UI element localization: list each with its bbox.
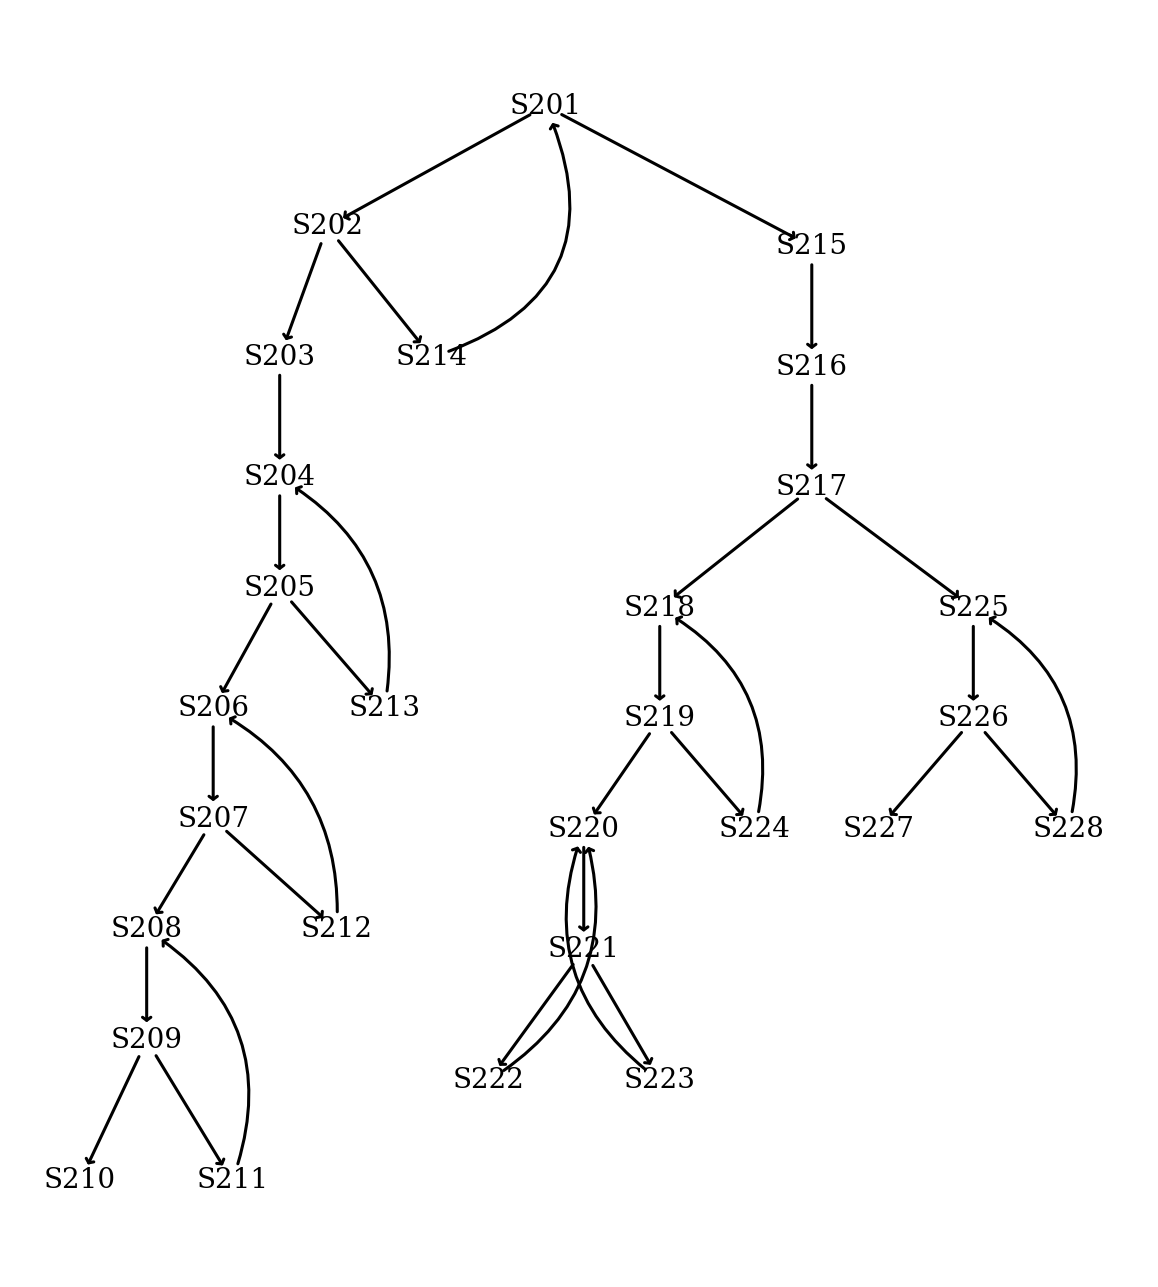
Text: S205: S205 [243,575,316,602]
Text: S214: S214 [396,344,468,371]
Text: S213: S213 [349,695,420,722]
Text: S221: S221 [548,937,620,964]
Text: S210: S210 [44,1167,116,1194]
Text: S226: S226 [937,705,1010,732]
Text: S216: S216 [776,354,848,381]
Text: S217: S217 [776,475,848,502]
Text: S209: S209 [111,1027,183,1054]
Text: S207: S207 [177,806,249,833]
Text: S203: S203 [243,344,316,371]
Text: S215: S215 [776,233,848,260]
Text: S208: S208 [111,916,183,943]
Text: S222: S222 [453,1067,525,1094]
Text: S227: S227 [842,816,915,843]
Text: S211: S211 [196,1167,269,1194]
Text: S218: S218 [624,595,696,622]
Text: S224: S224 [719,816,791,843]
Text: S212: S212 [301,916,373,943]
Text: S220: S220 [548,816,620,843]
Text: S206: S206 [177,695,249,722]
Text: S228: S228 [1033,816,1105,843]
Text: S219: S219 [624,705,696,732]
Text: S204: S204 [243,465,316,492]
Text: S223: S223 [624,1067,696,1094]
Text: S201: S201 [510,93,581,120]
Text: S202: S202 [291,214,364,241]
Text: S225: S225 [937,595,1010,622]
